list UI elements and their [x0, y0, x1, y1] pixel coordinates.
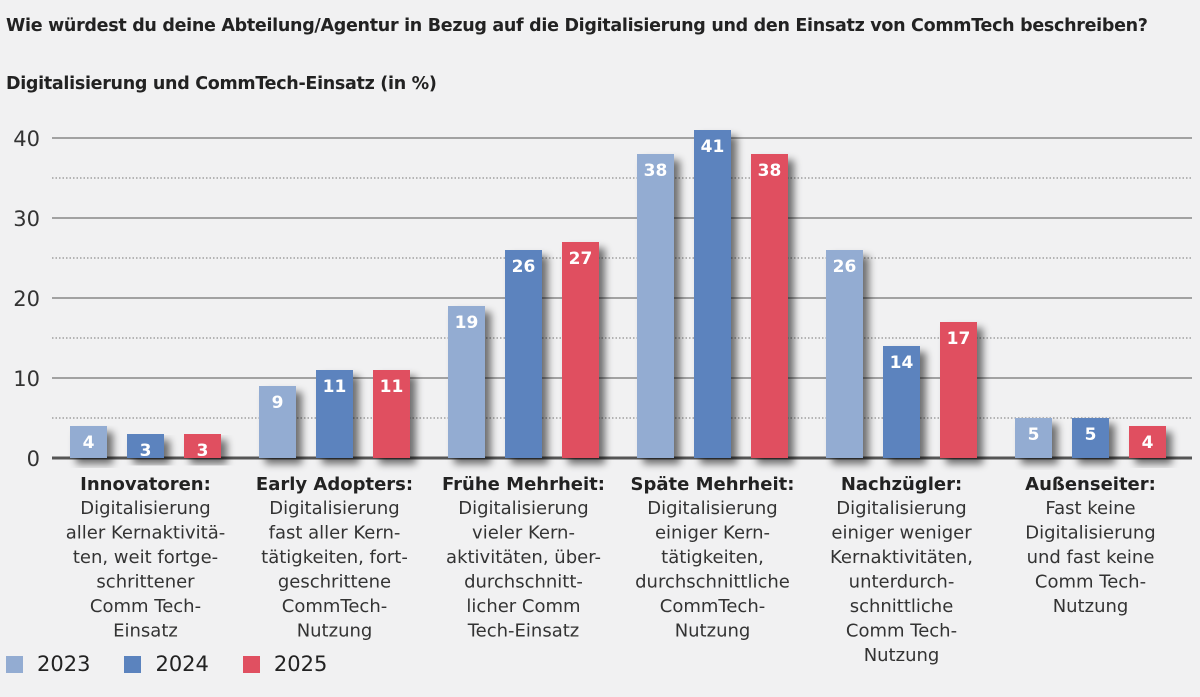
- bar-2024: [694, 130, 731, 458]
- category-heading: Außenseiter:: [1025, 474, 1156, 495]
- category-label-line: Fast keine: [1045, 498, 1135, 519]
- category-label-line: Nutzung: [297, 621, 373, 642]
- category-label-line: schrittener: [96, 572, 195, 593]
- category-label-line: tätigkeiten, fort-: [261, 547, 408, 568]
- category-label-line: Kernaktivitäten,: [830, 547, 973, 568]
- category-label-line: Digitalisierung: [80, 498, 210, 519]
- data-label: 3: [140, 441, 152, 461]
- category-label-line: einiger Kern-: [655, 523, 770, 544]
- y-tick-label: 20: [13, 287, 40, 311]
- chart-subtitle: Digitalisierung und CommTech-Einsatz (in…: [6, 74, 437, 94]
- bar-2025: [562, 242, 599, 458]
- category-label-line: CommTech-: [660, 596, 765, 617]
- bar-2023: [637, 154, 674, 458]
- legend-item-2025: 2025: [242, 652, 328, 676]
- data-label: 4: [1142, 433, 1154, 453]
- data-label: 26: [512, 257, 536, 277]
- data-label: 38: [758, 161, 782, 181]
- category-label-line: geschrittene: [278, 572, 391, 593]
- category-label-line: Einsatz: [113, 621, 178, 642]
- y-tick-label: 30: [13, 207, 40, 231]
- category-label-line: Comm Tech-: [846, 621, 957, 642]
- bar-2023: [826, 250, 863, 458]
- data-label: 3: [197, 441, 209, 461]
- legend-swatch: [242, 655, 260, 673]
- legend-label: 2023: [37, 652, 91, 676]
- legend-swatch: [124, 655, 142, 673]
- y-tick-label: 40: [13, 127, 40, 151]
- category-label-line: tätigkeiten,: [661, 547, 764, 568]
- category-label-line: Comm Tech-: [1035, 572, 1146, 593]
- category-heading: Späte Mehrheit:: [631, 474, 795, 495]
- category-heading: Early Adopters:: [256, 474, 413, 495]
- category-label-line: unterdurch-: [849, 572, 955, 593]
- category-label-line: Nutzung: [1053, 596, 1129, 617]
- category-label-line: fast aller Kern-: [269, 523, 401, 544]
- data-label: 14: [890, 353, 914, 373]
- data-label: 5: [1085, 425, 1097, 445]
- category-label-line: Nutzung: [864, 645, 940, 666]
- category-label-line: vieler Kern-: [472, 523, 575, 544]
- legend-item-2024: 2024: [124, 652, 209, 676]
- data-label: 27: [569, 249, 593, 269]
- bar-2025: [373, 370, 410, 458]
- category-label-line: Digitalisierung: [836, 498, 966, 519]
- legend-item-2023: 2023: [6, 652, 90, 676]
- data-label: 17: [947, 329, 971, 349]
- category-label-line: licher Comm: [466, 596, 580, 617]
- category-label-line: Digitalisierung: [458, 498, 588, 519]
- bar-2025: [940, 322, 977, 458]
- category-label-line: Digitalisierung: [269, 498, 399, 519]
- bar-2024: [505, 250, 542, 458]
- data-label: 26: [833, 257, 857, 277]
- category-label-line: aktivitäten, über-: [446, 547, 601, 568]
- bar-2025: [1129, 426, 1166, 458]
- data-label: 41: [701, 137, 725, 157]
- legend-label: 2025: [273, 652, 328, 676]
- category-heading: Innovatoren:: [80, 474, 211, 495]
- legend: 2023 2024 2025: [6, 652, 327, 676]
- data-label: 19: [455, 313, 479, 333]
- category-label-line: Tech-Einsatz: [467, 621, 580, 642]
- bar-2023: [259, 386, 296, 458]
- data-label: 9: [272, 393, 284, 413]
- category-label-line: ten, weit fortge-: [73, 547, 218, 568]
- bar-2023: [70, 426, 107, 458]
- data-label: 4: [83, 433, 95, 453]
- category-label-line: Digitalisierung: [1025, 523, 1155, 544]
- category-label-line: CommTech-: [282, 596, 387, 617]
- category-label-line: durchschnittliche: [635, 572, 790, 593]
- bar-2024: [316, 370, 353, 458]
- data-label: 38: [644, 161, 668, 181]
- category-heading: Frühe Mehrheit:: [442, 474, 605, 495]
- category-label-line: Nutzung: [675, 621, 751, 642]
- category-heading: Nachzügler:: [841, 474, 962, 495]
- category-label-line: schnittliche: [850, 596, 954, 617]
- legend-label: 2024: [155, 652, 209, 676]
- category-label-line: durchschnitt-: [464, 572, 583, 593]
- data-label: 11: [380, 377, 404, 397]
- data-label: 11: [323, 377, 347, 397]
- y-tick-label: 10: [13, 367, 40, 391]
- bar-2025: [184, 434, 221, 458]
- category-label-line: aller Kernaktivitä-: [66, 523, 225, 544]
- bar-2024: [127, 434, 164, 458]
- category-label-line: einiger weniger: [831, 523, 972, 544]
- bar-2023: [1015, 418, 1052, 458]
- category-label-line: Comm Tech-: [90, 596, 201, 617]
- data-label: 5: [1028, 425, 1040, 445]
- bar-2025: [751, 154, 788, 458]
- y-tick-label: 0: [27, 447, 40, 471]
- legend-swatch: [6, 655, 23, 673]
- bar-2024: [883, 346, 920, 458]
- bar-2024: [1072, 418, 1109, 458]
- chart-title: Wie würdest du deine Abteilung/Agentur i…: [6, 16, 1148, 36]
- category-label-line: Digitalisierung: [647, 498, 777, 519]
- bar-2023: [448, 306, 485, 458]
- category-label-line: und fast keine: [1027, 547, 1155, 568]
